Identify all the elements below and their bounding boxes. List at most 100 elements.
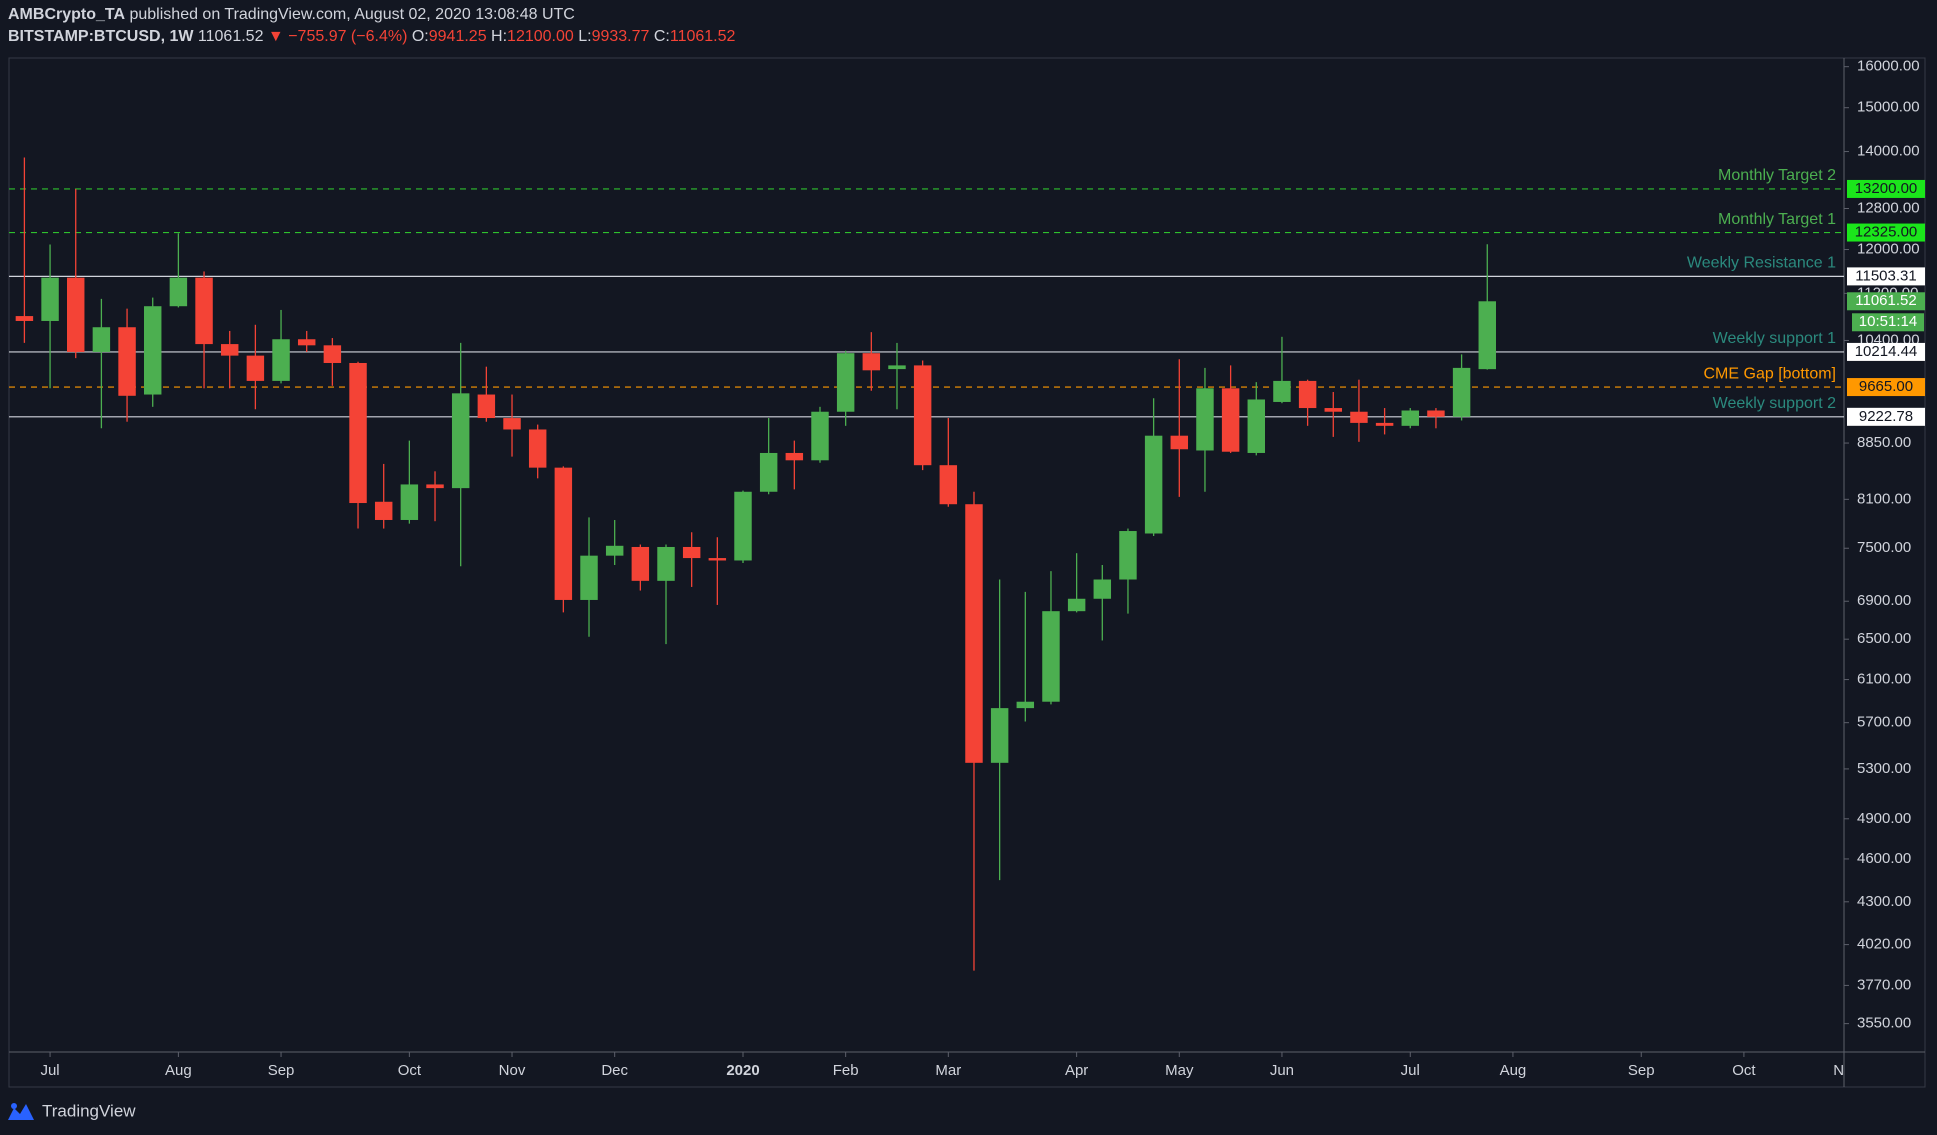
candle-body	[426, 484, 444, 489]
x-tick-label: Feb	[833, 1062, 859, 1079]
level-price-label: 9665.00	[1859, 378, 1913, 395]
x-tick-label: Jul	[40, 1062, 59, 1079]
logo-dot	[11, 1103, 17, 1109]
candle-body	[1093, 579, 1112, 599]
ohlc-key: L:	[578, 28, 592, 45]
ohlc-value: 9941.25	[428, 28, 487, 45]
level-price-box	[1847, 179, 1925, 198]
candle-body	[272, 339, 290, 381]
countdown-label: 10:51:14	[1859, 313, 1917, 330]
level-price-box	[1847, 223, 1925, 242]
candle-body	[323, 345, 342, 363]
footer-brand: TradingView	[42, 1101, 136, 1120]
x-tick-label: Oct	[398, 1062, 422, 1079]
price-labels: 13200.00 12325.00 11503.31 10214.44 9665.00 9…	[1847, 180, 1925, 426]
author: AMBCrypto_TA	[8, 6, 126, 23]
candle-body	[913, 365, 932, 466]
level-price-label: 10214.44	[1855, 343, 1918, 360]
logo-icon	[8, 1104, 34, 1120]
level-name: Monthly Target 2	[1718, 167, 1836, 184]
candle-body	[631, 546, 650, 581]
candle-body	[220, 344, 239, 356]
candle-body	[657, 546, 675, 581]
ohlc-value: 11061.52	[669, 28, 736, 45]
candle-body	[862, 353, 881, 371]
level-price-box	[1847, 267, 1925, 286]
candle-body	[477, 394, 496, 419]
x-tick-label: Sep	[268, 1062, 295, 1079]
candle-body	[143, 306, 162, 395]
candle-body	[246, 355, 265, 381]
candle-body	[1375, 422, 1394, 426]
candle-body	[1016, 701, 1035, 709]
candle-body	[1273, 380, 1291, 402]
x-tick-label: Aug	[1500, 1062, 1527, 1079]
x-tick-label: Jul	[1401, 1062, 1420, 1079]
x-tick-label: May	[1165, 1062, 1194, 1079]
candle-body	[734, 491, 752, 561]
y-tick-label: 16000.00	[1857, 58, 1920, 75]
candle-body	[708, 558, 727, 561]
y-tick-label: 5700.00	[1857, 714, 1911, 731]
candle-body	[759, 452, 778, 492]
candle-body	[1350, 411, 1368, 423]
candle-body	[605, 545, 624, 556]
candle-body	[1119, 531, 1137, 580]
level-price-box	[1847, 378, 1925, 397]
ohlc-key: C:	[653, 28, 670, 45]
x-tick-label: Apr	[1065, 1062, 1088, 1079]
candle-body	[682, 546, 701, 559]
x-tick-label: 2020	[726, 1062, 759, 1079]
candle-body	[1067, 598, 1086, 612]
change: ▼ −755.97 (−6.4%)	[267, 28, 408, 45]
candle-body	[15, 316, 34, 321]
y-tick-label: 4020.00	[1857, 936, 1911, 953]
candle-body	[41, 277, 59, 321]
level-price-box	[1847, 407, 1925, 426]
ohlc-value: 9933.77	[591, 28, 650, 45]
level-name: Weekly Resistance 1	[1687, 255, 1836, 272]
candle-body	[1427, 410, 1445, 417]
time-axis: Jul Aug Sep Oct Nov Dec 2020 Feb Mar Apr May Jun Jul…	[40, 1052, 1844, 1079]
candle-body	[939, 465, 958, 505]
candle-body	[965, 504, 983, 763]
candle-body	[1042, 611, 1060, 702]
candle-body	[1196, 388, 1214, 451]
level-price-label: 11503.31	[1855, 267, 1916, 284]
candle-body	[528, 429, 547, 468]
header-line-2: BITSTAMP:BTCUSD, 1W 11061.52 ▼ −755.97 (…	[8, 28, 735, 46]
x-tick-label: Aug	[165, 1062, 192, 1079]
x-tick-label: Nov	[499, 1062, 526, 1079]
candle-body	[836, 353, 855, 412]
x-tick-label: Jun	[1270, 1062, 1294, 1079]
x-tick-label: Mar	[935, 1062, 961, 1079]
candle-body	[92, 327, 111, 352]
x-tick-label: Sep	[1628, 1062, 1655, 1079]
candle-body	[1144, 435, 1163, 534]
candle-body	[195, 277, 213, 345]
candle-body	[1452, 367, 1471, 417]
chart-frame	[8, 57, 1926, 1088]
price-axis: 16000.00 15000.00 14000.00 12800.00 12000.00…	[1844, 58, 1920, 1032]
candle-body	[811, 411, 829, 461]
last-price-label: 11061.52	[1855, 292, 1916, 309]
last-price: 11061.52	[197, 28, 264, 45]
candle-body	[1298, 380, 1317, 409]
level-name: Weekly support 1	[1713, 330, 1836, 347]
y-tick-label: 14000.00	[1857, 143, 1920, 160]
candle-body	[169, 277, 188, 307]
level-price-label: 12325.00	[1855, 224, 1918, 241]
candle-body	[503, 418, 521, 430]
candle-body	[1170, 435, 1189, 450]
logo	[8, 1103, 34, 1120]
y-tick-label: 15000.00	[1857, 99, 1920, 116]
candle-body	[1401, 410, 1419, 426]
level-name: CME Gap [bottom]	[1704, 365, 1837, 382]
ohlc-key: H:	[491, 28, 508, 45]
candle-body	[67, 277, 85, 352]
ohlc-key: O:	[411, 28, 429, 45]
candle-body	[400, 484, 419, 520]
last-price-box	[1847, 292, 1925, 311]
